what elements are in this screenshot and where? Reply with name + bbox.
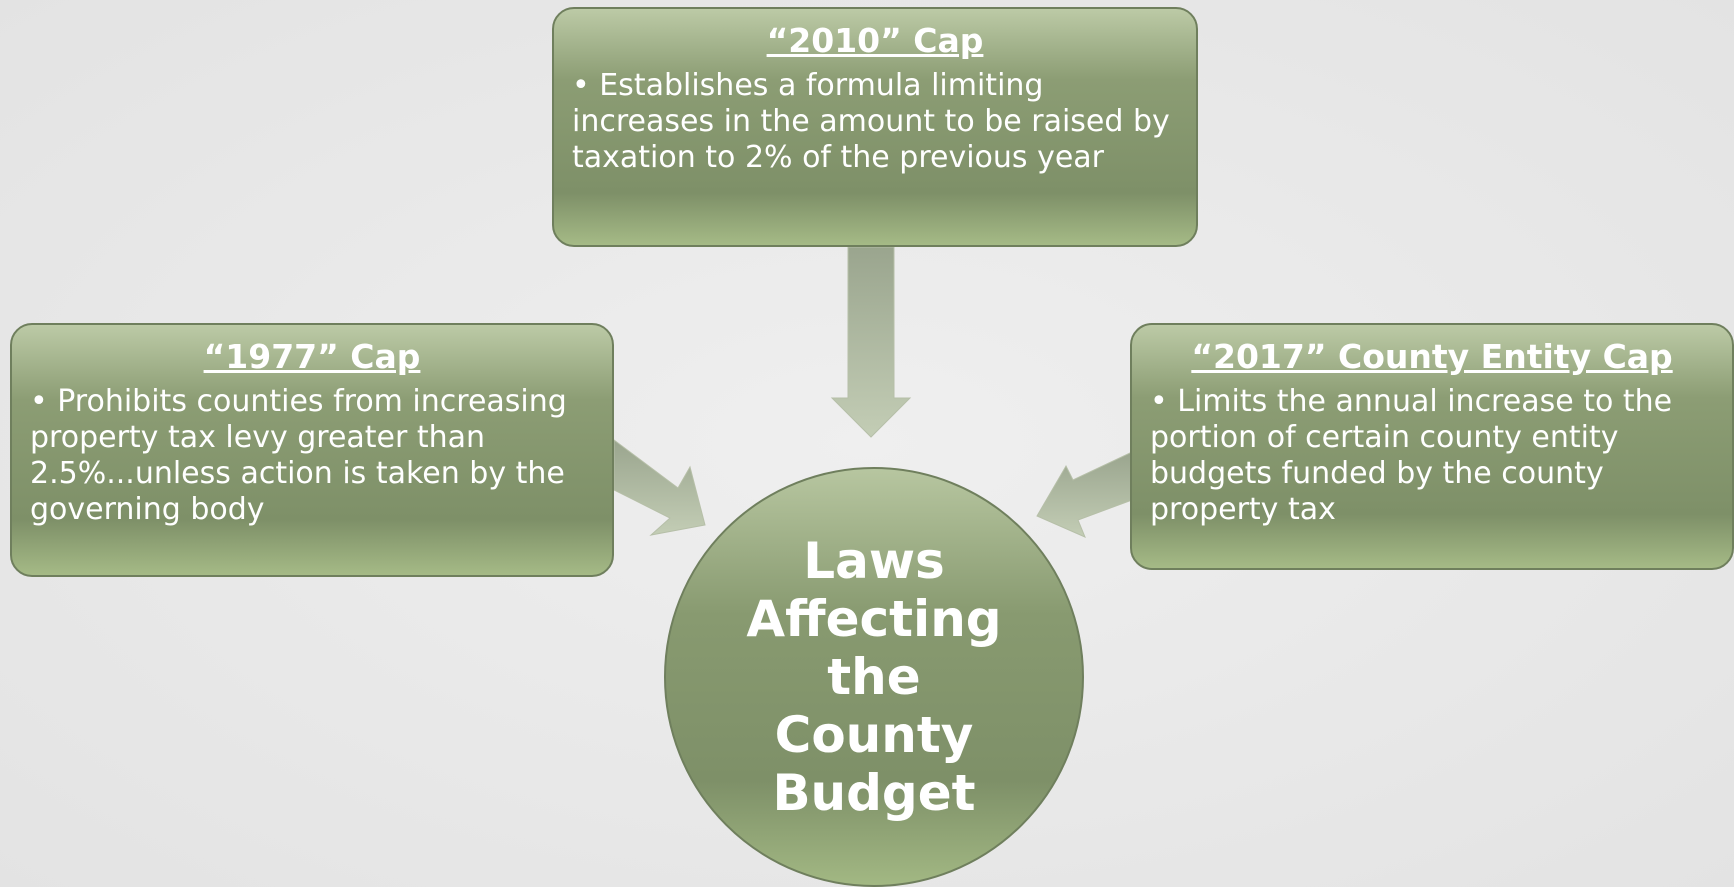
node-title: “1977” Cap [203,337,421,376]
arrow-left [613,439,706,536]
node-title: “2017” County Entity Cap [1191,337,1673,376]
node-title: “2010” Cap [766,21,984,60]
arrow-down [830,246,912,438]
node-text: • Establishes a formula limiting increas… [572,68,1170,175]
node-text: • Limits the annual increase to the port… [1150,384,1673,527]
node-box: “1977” Cap • Prohibits counties from inc… [10,323,614,577]
center-circle: Laws Affecting the County Budget [664,467,1084,887]
arrow-right [1036,451,1133,538]
node-box: “2017” County Entity Cap • Limits the an… [1130,323,1734,570]
node-box: “2010” Cap • Establishes a formula limit… [552,7,1198,247]
center-label: Laws Affecting the County Budget [746,532,1002,822]
node-text: • Prohibits counties from increasing pro… [30,384,567,527]
